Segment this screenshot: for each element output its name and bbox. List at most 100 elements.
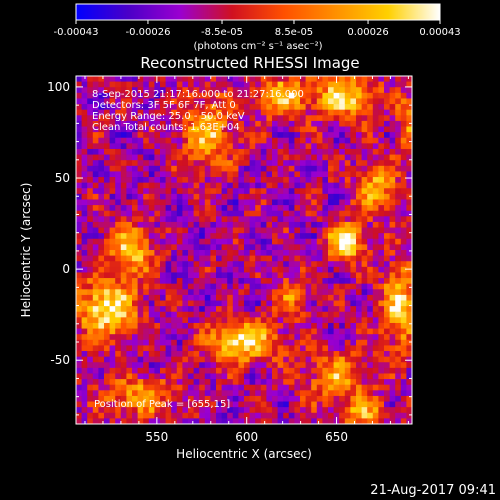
heatmap-pixel — [154, 289, 161, 296]
heatmap-pixel — [92, 104, 99, 111]
heatmap-pixel — [328, 294, 334, 301]
heatmap-pixel — [232, 289, 239, 296]
heatmap-pixel — [316, 283, 323, 290]
heatmap-pixel — [311, 193, 318, 200]
heatmap-pixel — [372, 109, 379, 116]
heatmap-pixel — [333, 87, 340, 94]
heatmap-pixel — [311, 165, 318, 172]
heatmap-pixel — [115, 199, 122, 206]
heatmap-pixel — [395, 412, 402, 419]
heatmap-pixel — [260, 120, 267, 127]
heatmap-pixel — [311, 328, 318, 335]
heatmap-pixel — [176, 193, 183, 200]
heatmap-pixel — [361, 311, 368, 318]
heatmap-pixel — [182, 132, 189, 139]
heatmap-pixel — [87, 356, 94, 363]
heatmap-pixel — [148, 171, 155, 178]
heatmap-pixel — [148, 81, 155, 88]
heatmap-pixel — [204, 289, 211, 296]
heatmap-pixel — [221, 171, 228, 178]
heatmap-pixel — [367, 278, 374, 285]
heatmap-pixel — [249, 384, 256, 391]
heatmap-pixel — [316, 351, 323, 358]
heatmap-pixel — [154, 356, 161, 363]
heatmap-pixel — [378, 401, 385, 408]
heatmap-pixel — [344, 407, 351, 414]
heatmap-pixel — [143, 407, 150, 414]
colorbar-tick-label: 8.5e-05 — [275, 27, 313, 38]
heatmap-pixel — [137, 283, 144, 290]
heatmap-pixel — [406, 143, 413, 150]
heatmap-pixel — [356, 418, 362, 425]
heatmap-pixel — [81, 339, 88, 346]
heatmap-pixel — [260, 98, 267, 105]
heatmap-pixel — [210, 379, 217, 386]
heatmap-pixel — [132, 395, 138, 402]
heatmap-pixel — [132, 362, 138, 369]
heatmap-pixel — [361, 205, 368, 212]
heatmap-pixel — [400, 205, 407, 212]
heatmap-pixel — [126, 177, 133, 184]
heatmap-pixel — [260, 351, 267, 358]
heatmap-pixel — [255, 317, 262, 324]
heatmap-pixel — [283, 278, 290, 285]
heatmap-pixel — [104, 283, 110, 290]
heatmap-pixel — [182, 165, 189, 172]
heatmap-pixel — [255, 300, 262, 307]
heatmap-pixel — [283, 244, 290, 251]
heatmap-pixel — [120, 266, 127, 273]
heatmap-pixel — [143, 233, 150, 240]
heatmap-pixel — [283, 154, 290, 161]
heatmap-pixel — [283, 311, 290, 318]
heatmap-pixel — [384, 255, 390, 262]
heatmap-pixel — [126, 294, 133, 301]
heatmap-pixel — [143, 278, 150, 285]
heatmap-pixel — [188, 81, 194, 88]
heatmap-pixel — [109, 255, 116, 262]
heatmap-pixel — [255, 339, 262, 346]
heatmap-pixel — [210, 311, 217, 318]
heatmap-pixel — [260, 362, 267, 369]
heatmap-pixel — [92, 261, 99, 268]
heatmap-pixel — [87, 328, 94, 335]
heatmap-pixel — [109, 143, 116, 150]
heatmap-pixel — [372, 328, 379, 335]
heatmap-pixel — [316, 390, 323, 397]
heatmap-pixel — [244, 384, 250, 391]
heatmap-pixel — [294, 233, 301, 240]
heatmap-pixel — [344, 115, 351, 122]
heatmap-pixel — [115, 137, 122, 144]
heatmap-pixel — [176, 210, 183, 217]
heatmap-pixel — [333, 193, 340, 200]
heatmap-pixel — [277, 379, 284, 386]
heatmap-pixel — [400, 300, 407, 307]
heatmap-pixel — [305, 221, 312, 228]
heatmap-pixel — [132, 216, 138, 223]
heatmap-pixel — [210, 261, 217, 268]
heatmap-pixel — [406, 132, 413, 139]
heatmap-pixel — [120, 171, 127, 178]
heatmap-pixel — [361, 379, 368, 386]
heatmap-pixel — [160, 188, 166, 195]
heatmap-pixel — [260, 126, 267, 133]
heatmap-pixel — [221, 345, 228, 352]
heatmap-pixel — [339, 120, 346, 127]
heatmap-pixel — [333, 233, 340, 240]
heatmap-pixel — [344, 401, 351, 408]
heatmap-pixel — [316, 148, 323, 155]
heatmap-pixel — [210, 98, 217, 105]
heatmap-pixel — [148, 356, 155, 363]
heatmap-pixel — [339, 126, 346, 133]
heatmap-pixel — [339, 76, 346, 83]
heatmap-pixel — [372, 154, 379, 161]
heatmap-pixel — [120, 250, 127, 257]
heatmap-pixel — [126, 92, 133, 99]
heatmap-pixel — [188, 328, 194, 335]
heatmap-pixel — [406, 351, 413, 358]
heatmap-pixel — [255, 412, 262, 419]
heatmap-pixel — [333, 379, 340, 386]
heatmap-pixel — [120, 412, 127, 419]
heatmap-pixel — [210, 216, 217, 223]
heatmap-pixel — [204, 210, 211, 217]
heatmap-pixel — [132, 373, 138, 380]
